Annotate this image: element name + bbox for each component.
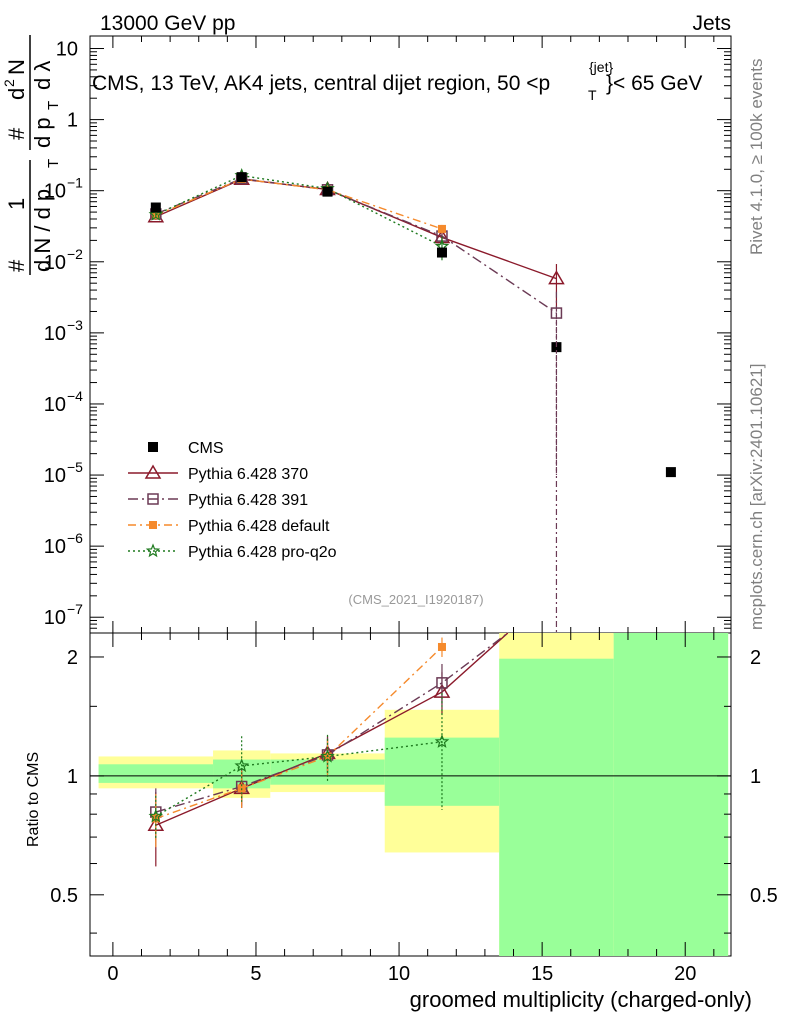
ratio-point-pq2o <box>234 758 249 773</box>
xtick-label: 10 <box>388 963 410 985</box>
point-cms <box>436 247 447 258</box>
ratio-panel-frame <box>89 632 732 957</box>
point-cms <box>665 467 676 478</box>
top-ytick-exponent: −5 <box>67 459 83 475</box>
ratio-y-axis-title: Ratio to CMS <box>25 752 42 847</box>
legend-marker-p370 <box>144 464 162 479</box>
series-line-pdef <box>155 178 443 230</box>
top-ytick-label: 10 <box>44 181 66 203</box>
ratio-point-pq2o <box>320 748 335 763</box>
legend-label-p391: Pythia 6.428 391 <box>188 492 308 509</box>
legend-marker-pq2o <box>145 543 161 558</box>
top-ytick-exponent: −3 <box>67 317 83 333</box>
rivet-label: Rivet 4.1.0, ≥ 100k events <box>747 59 766 255</box>
point-pq2o <box>148 207 164 221</box>
ratio-ytick-label-right: 2 <box>750 647 761 669</box>
series-line-pq2o <box>155 174 443 247</box>
point-p370 <box>548 270 565 285</box>
legend-marker-p391 <box>147 493 159 505</box>
top-ytick-label: 10 <box>44 394 66 416</box>
top-ytick-exponent: −1 <box>67 175 83 191</box>
mcplots-label: mcplots.cern.ch [arXiv:2401.10621] <box>747 364 766 630</box>
ylabel-den1-sub: T <box>45 159 62 168</box>
xtick-label: 0 <box>107 963 118 985</box>
point-cms <box>150 202 161 213</box>
ratio-ytick-label: 2 <box>67 647 78 669</box>
ratio-point-pdef <box>437 642 446 651</box>
band-inner-4 <box>499 658 614 956</box>
top-ytick-label: 10 <box>44 252 66 274</box>
point-pdef <box>437 224 446 233</box>
top-ytick-exponent: −2 <box>67 246 83 262</box>
legend-marker-pdef <box>149 521 157 529</box>
legend-label-pdef: Pythia 6.428 default <box>188 518 330 535</box>
ratio-ytick-label: 1 <box>67 766 78 788</box>
top-ytick-exponent: −7 <box>67 601 83 617</box>
plot-title: CMS, 13 TeV, AK4 jets, central dijet reg… <box>92 59 702 103</box>
xtick-label: 15 <box>531 963 553 985</box>
legend-marker-cms <box>148 442 158 452</box>
xtick-label: 20 <box>674 963 696 985</box>
ratio-point-pq2o <box>148 808 164 823</box>
ratio-ytick-label: 0.5 <box>50 885 78 907</box>
ylabel-num2-N: N <box>4 59 29 75</box>
analysis-tag: (CMS_2021_I1920187) <box>348 592 483 607</box>
legend-label-pq2o: Pythia 6.428 pro-q2o <box>188 544 337 561</box>
top-ytick-label: 1 <box>67 110 78 132</box>
ylabel-num2-d: d <box>4 88 29 100</box>
series-line-p391 <box>155 177 557 314</box>
ylabel-den2-sub: T <box>45 101 62 110</box>
ylabel-num2-hash: # <box>4 127 29 140</box>
point-cms <box>551 342 562 353</box>
band-inner-5 <box>613 633 729 956</box>
ratio-point-p391 <box>436 677 448 689</box>
top-ytick-label: 10 <box>44 465 66 487</box>
legend-label-cms: CMS <box>188 440 224 457</box>
point-cms <box>236 172 247 183</box>
top-ytick-label: 10 <box>44 607 66 629</box>
top-ytick-label: 10 <box>44 323 66 345</box>
plot-title-sub: T <box>588 87 597 103</box>
legend: CMS Pythia 6.428 370 Pythia 6.428 391 Pythi… <box>128 440 337 561</box>
series-line-p370 <box>155 178 557 280</box>
legend-label-p370: Pythia 6.428 370 <box>188 466 308 483</box>
ylabel-num2-2: 2 <box>1 79 17 87</box>
top-y-axis-title: # 1 d N / d p T # d 2 N d p T d λ # <box>1 35 62 275</box>
ratio-ytick-label-right: 1 <box>750 766 761 788</box>
point-cms <box>322 186 333 197</box>
ratio-series <box>147 313 558 867</box>
plot-title-main: CMS, 13 TeV, AK4 jets, central dijet reg… <box>92 72 550 95</box>
band-inner-3 <box>384 737 500 806</box>
ratio-bands <box>98 633 729 956</box>
header-right: Jets <box>692 12 731 35</box>
x-axis-title: groomed multiplicity (charged-only) <box>410 987 752 1012</box>
ylabel-den2: d p <box>30 117 55 148</box>
top-ytick-exponent: −6 <box>67 530 83 546</box>
ylabel-hash-1: # <box>4 259 29 272</box>
top-series <box>147 167 676 478</box>
top-ytick-label: 10 <box>56 39 78 61</box>
ylabel-one: 1 <box>4 198 29 210</box>
ratio-ytick-label-right: 0.5 <box>750 885 778 907</box>
top-ytick-exponent: −4 <box>67 388 83 404</box>
plot-title-tail: }< 65 GeV <box>606 72 702 95</box>
ratio-point-pq2o <box>434 734 450 748</box>
ylabel-den1: d N / d p <box>30 189 55 272</box>
ylabel-den2-dlambda: d λ <box>30 61 55 90</box>
xtick-label: 5 <box>250 963 261 985</box>
top-ytick-label: 10 <box>44 536 66 558</box>
top-panel-frame <box>89 35 732 634</box>
plot-title-sup: {jet} <box>589 59 613 75</box>
band-inner-0 <box>98 764 214 783</box>
header-left: 13000 GeV pp <box>100 12 235 35</box>
ratio-axes: 0.5 0.51 12 20 5 10 15 20 <box>50 633 778 985</box>
